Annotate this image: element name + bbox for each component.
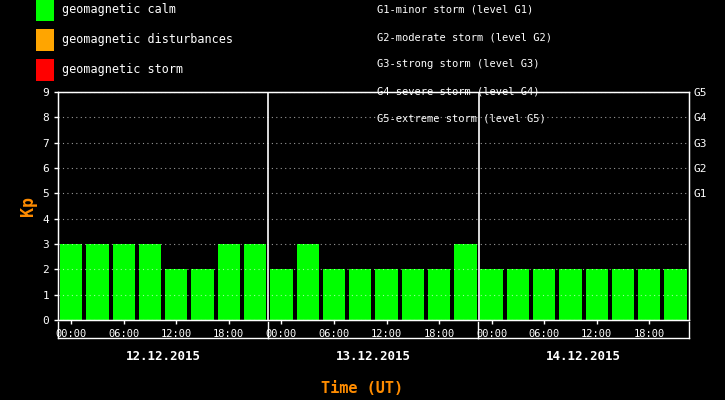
Bar <box>165 269 188 320</box>
Bar <box>481 269 503 320</box>
Bar <box>270 269 293 320</box>
Text: 14.12.2015: 14.12.2015 <box>546 350 621 363</box>
Text: geomagnetic calm: geomagnetic calm <box>62 4 175 16</box>
Bar <box>454 244 476 320</box>
Bar <box>138 244 161 320</box>
Text: geomagnetic disturbances: geomagnetic disturbances <box>62 34 233 46</box>
Bar <box>638 269 660 320</box>
Text: G4-severe storm (level G4): G4-severe storm (level G4) <box>377 87 539 97</box>
Bar <box>664 269 687 320</box>
Bar <box>612 269 634 320</box>
Text: G5-extreme storm (level G5): G5-extreme storm (level G5) <box>377 114 546 124</box>
Bar <box>376 269 398 320</box>
Bar <box>297 244 319 320</box>
Bar <box>323 269 345 320</box>
Bar <box>112 244 135 320</box>
Bar <box>507 269 529 320</box>
Bar <box>191 269 214 320</box>
Bar <box>244 244 266 320</box>
Y-axis label: Kp: Kp <box>19 196 37 216</box>
Bar <box>349 269 371 320</box>
Bar <box>428 269 450 320</box>
Text: geomagnetic storm: geomagnetic storm <box>62 64 183 76</box>
Bar <box>86 244 109 320</box>
Bar <box>60 244 83 320</box>
Bar <box>586 269 608 320</box>
Bar <box>218 244 240 320</box>
Text: G2-moderate storm (level G2): G2-moderate storm (level G2) <box>377 32 552 42</box>
Bar <box>533 269 555 320</box>
Text: Time (UT): Time (UT) <box>321 381 404 396</box>
Bar <box>402 269 424 320</box>
Text: G1-minor storm (level G1): G1-minor storm (level G1) <box>377 5 534 15</box>
Bar <box>559 269 581 320</box>
Text: G3-strong storm (level G3): G3-strong storm (level G3) <box>377 60 539 70</box>
Text: 12.12.2015: 12.12.2015 <box>125 350 201 363</box>
Text: 13.12.2015: 13.12.2015 <box>336 350 411 363</box>
